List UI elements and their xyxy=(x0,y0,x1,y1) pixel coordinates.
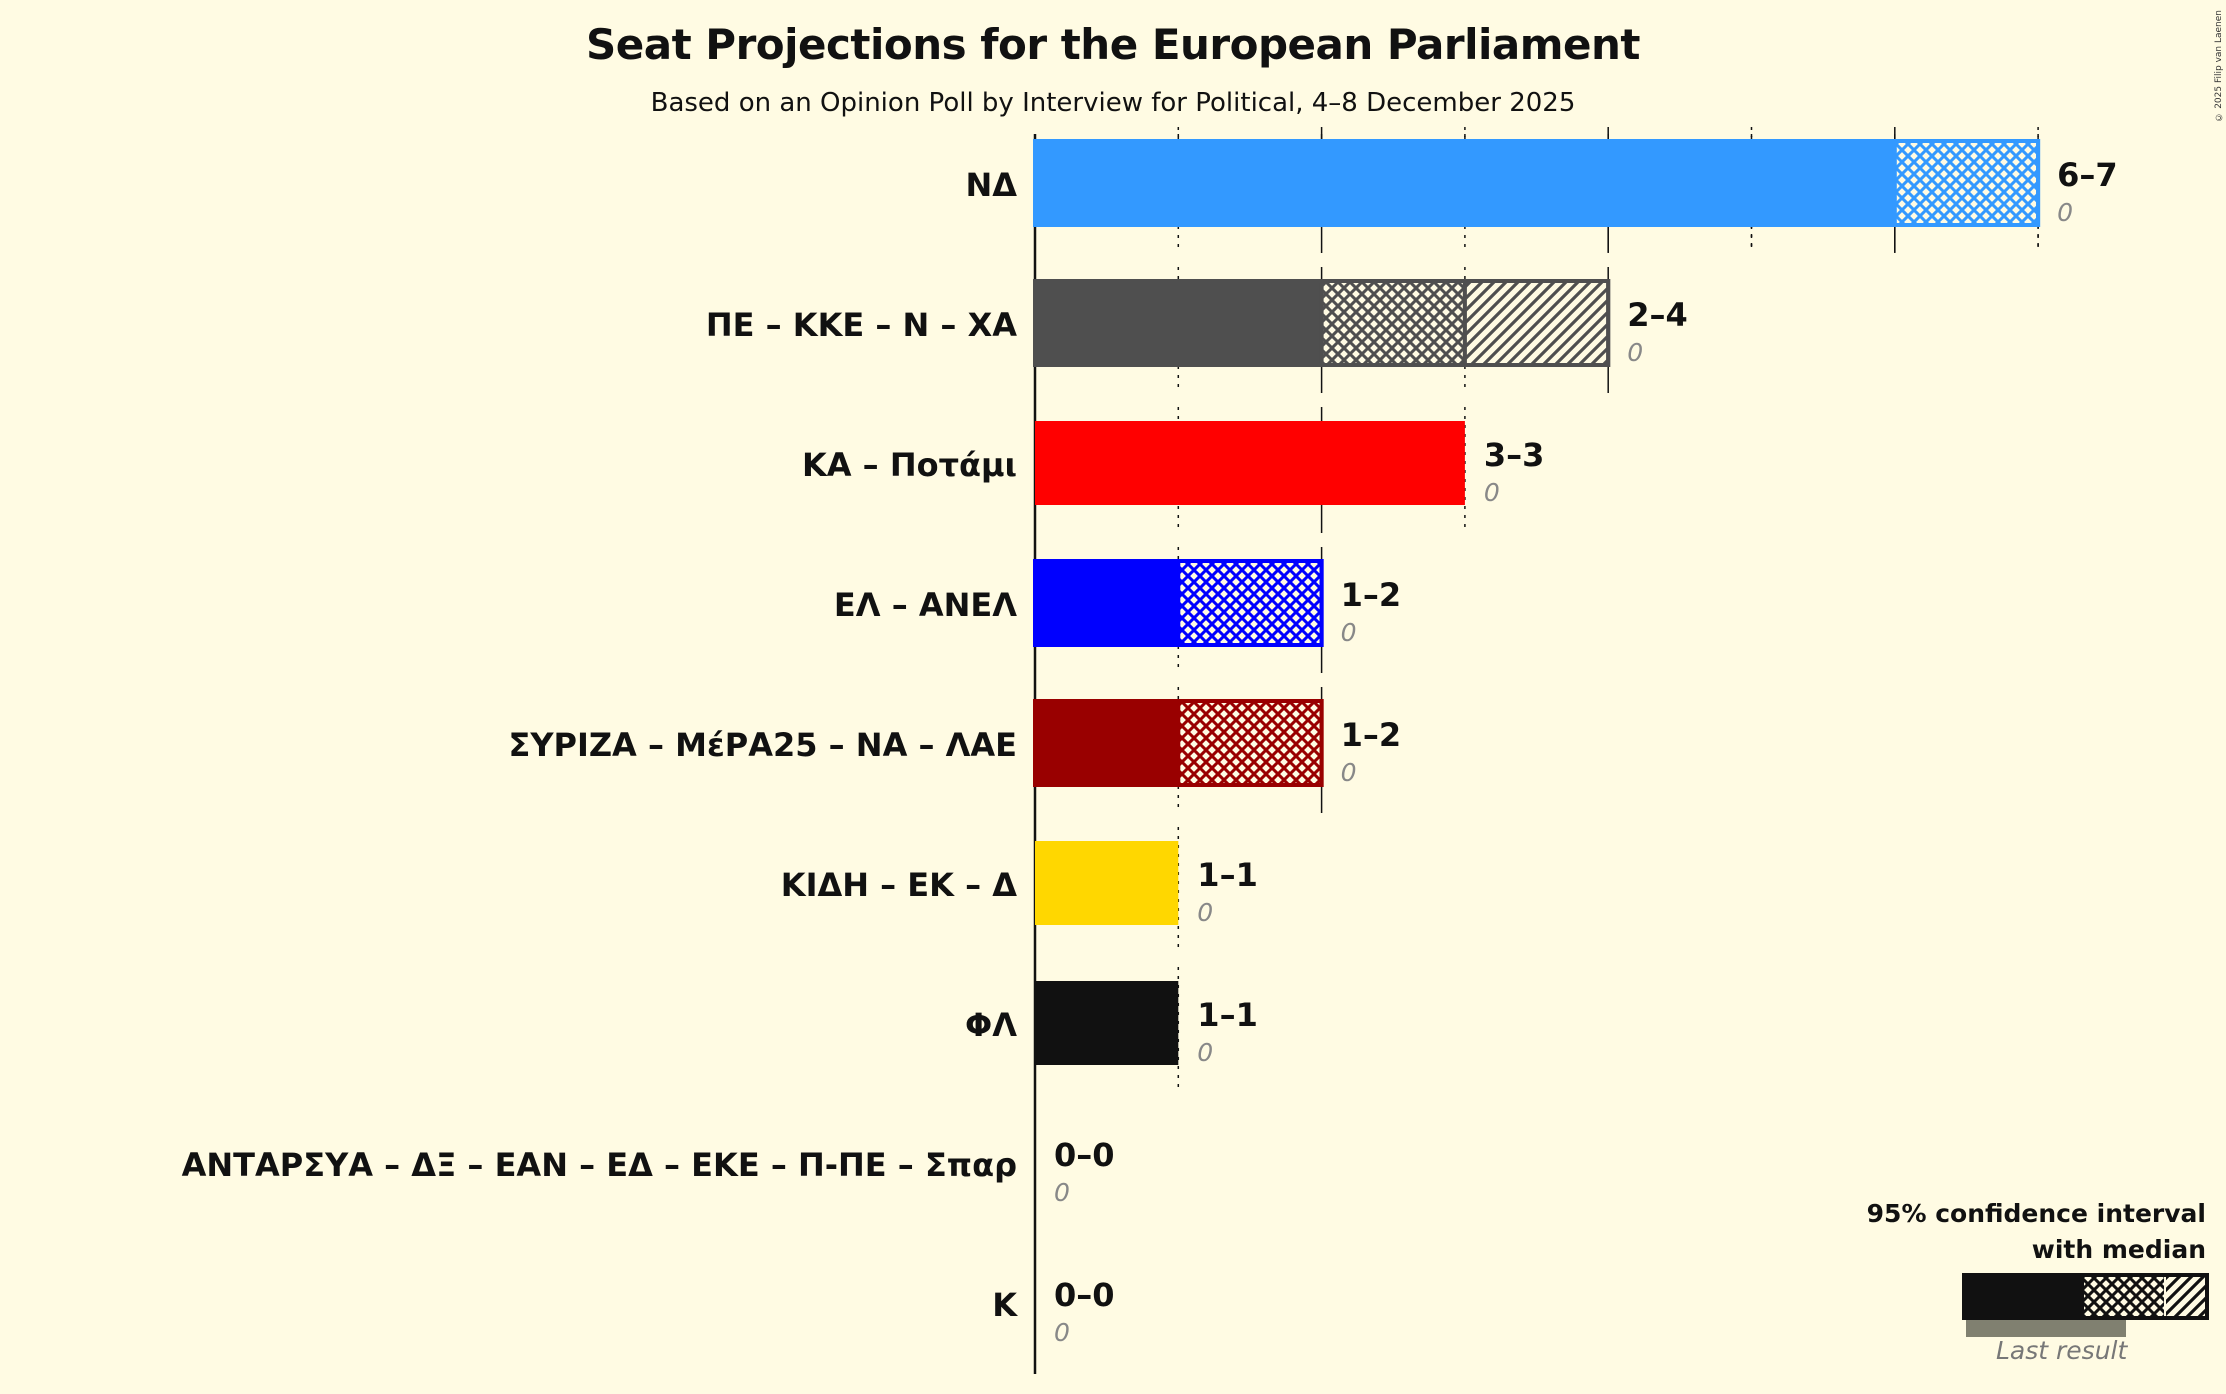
bar-row: 3–3 0 ΚΑ – Ποτάμι xyxy=(802,421,1544,507)
party-label: ΕΛ – ΑΝΕΛ xyxy=(834,586,1017,624)
bars: 6–7 0 ΝΔ 2–4 0 ΠΕ – ΚΚΕ – Ν – ΧΑ 3–3 0 ΚΑ – Ποτά… xyxy=(182,139,2118,1347)
chart-title: Seat Projections for the European Parlia… xyxy=(586,20,1640,69)
legend-diagonal xyxy=(2166,1277,2206,1316)
party-label: Κ xyxy=(992,1286,1018,1324)
bar-ci-low xyxy=(1035,981,1179,1065)
bar-row: 6–7 0 ΝΔ xyxy=(965,139,2118,227)
seat-range-label: 2–4 xyxy=(1627,296,1688,334)
bar-row: 1–1 0 ΦΛ xyxy=(965,981,1258,1067)
bar-row: 2–4 0 ΠΕ – ΚΚΕ – Ν – ΧΑ xyxy=(706,279,1688,367)
party-label: ΚΙΔΗ – ΕΚ – Δ xyxy=(781,866,1017,904)
party-label: ΦΛ xyxy=(965,1006,1017,1044)
seat-range-label: 1–1 xyxy=(1197,856,1258,894)
seat-range-label: 0–0 xyxy=(1054,1136,1115,1174)
bar-ci-low xyxy=(1035,701,1179,785)
bar-ci-to-median xyxy=(1176,559,1324,647)
bar-row: 0–0 0 ΑΝΤΑΡΣΥΑ – ΔΞ – ΕΑΝ – ΕΔ – ΕΚΕ – Π-Π… xyxy=(182,1136,1115,1207)
bar-row: 1–2 0 ΣΥΡΙΖΑ – ΜέΡΑ25 – ΝΑ – ΛΑΕ xyxy=(508,699,1402,787)
last-result-label: 0 xyxy=(1627,338,1643,367)
seat-range-label: 1–1 xyxy=(1197,996,1258,1034)
bar-ci-to-median xyxy=(1319,279,1467,367)
legend-title: 95% confidence interval with median xyxy=(1867,1196,2206,1268)
party-label: ΠΕ – ΚΚΕ – Ν – ΧΑ xyxy=(706,306,1017,344)
legend-crosshatch xyxy=(2084,1277,2164,1316)
bar-ci-low xyxy=(1035,281,1322,365)
bar-row: 1–2 0 ΕΛ – ΑΝΕΛ xyxy=(834,559,1402,647)
last-result-label: 0 xyxy=(1341,618,1357,647)
seat-range-label: 3–3 xyxy=(1484,436,1545,474)
party-label: ΣΥΡΙΖΑ – ΜέΡΑ25 – ΝΑ – ΛΑΕ xyxy=(508,726,1017,764)
chart-subtitle: Based on an Opinion Poll by Interview fo… xyxy=(650,88,1576,118)
bar-ci-to-median xyxy=(1892,139,2041,227)
seat-range-label: 6–7 xyxy=(2057,156,2118,194)
last-result-label: 0 xyxy=(1484,478,1500,507)
legend-title-line2: with median xyxy=(2031,1235,2206,1264)
last-result-label: 0 xyxy=(1197,898,1213,927)
seat-range-label: 1–2 xyxy=(1341,576,1402,614)
legend-last-result-label: Last result xyxy=(1996,1336,2128,1365)
bar-ci-low xyxy=(1035,421,1465,505)
legend-solid xyxy=(1964,1275,2084,1318)
bar-ci-low xyxy=(1035,141,1895,225)
party-label: ΑΝΤΑΡΣΥΑ – ΔΞ – ΕΑΝ – ΕΔ – ΕΚΕ – Π-ΠΕ – … xyxy=(182,1146,1017,1184)
bar-row: 1–1 0 ΚΙΔΗ – ΕΚ – Δ xyxy=(781,841,1258,927)
last-result-label: 0 xyxy=(1054,1318,1070,1347)
bar-ci-to-median xyxy=(1176,699,1324,787)
party-label: ΝΔ xyxy=(965,166,1017,204)
seat-range-label: 1–2 xyxy=(1341,716,1402,754)
last-result-label: 0 xyxy=(1197,1038,1213,1067)
bar-ci-low xyxy=(1035,841,1179,925)
bar-median-to-high xyxy=(1462,279,1611,367)
last-result-label: 0 xyxy=(1341,758,1357,787)
legend-title-line1: 95% confidence interval xyxy=(1866,1199,2206,1228)
last-result-label: 0 xyxy=(1054,1178,1070,1207)
last-result-label: 0 xyxy=(2057,198,2073,227)
bar-row: 0–0 0 Κ xyxy=(992,1276,1114,1347)
legend-last-result-bar xyxy=(1966,1320,2126,1337)
party-label: ΚΑ – Ποτάμι xyxy=(802,446,1017,484)
bar-ci-low xyxy=(1035,561,1179,645)
legend-graphic xyxy=(1962,1273,2209,1337)
seat-range-label: 0–0 xyxy=(1054,1276,1115,1314)
